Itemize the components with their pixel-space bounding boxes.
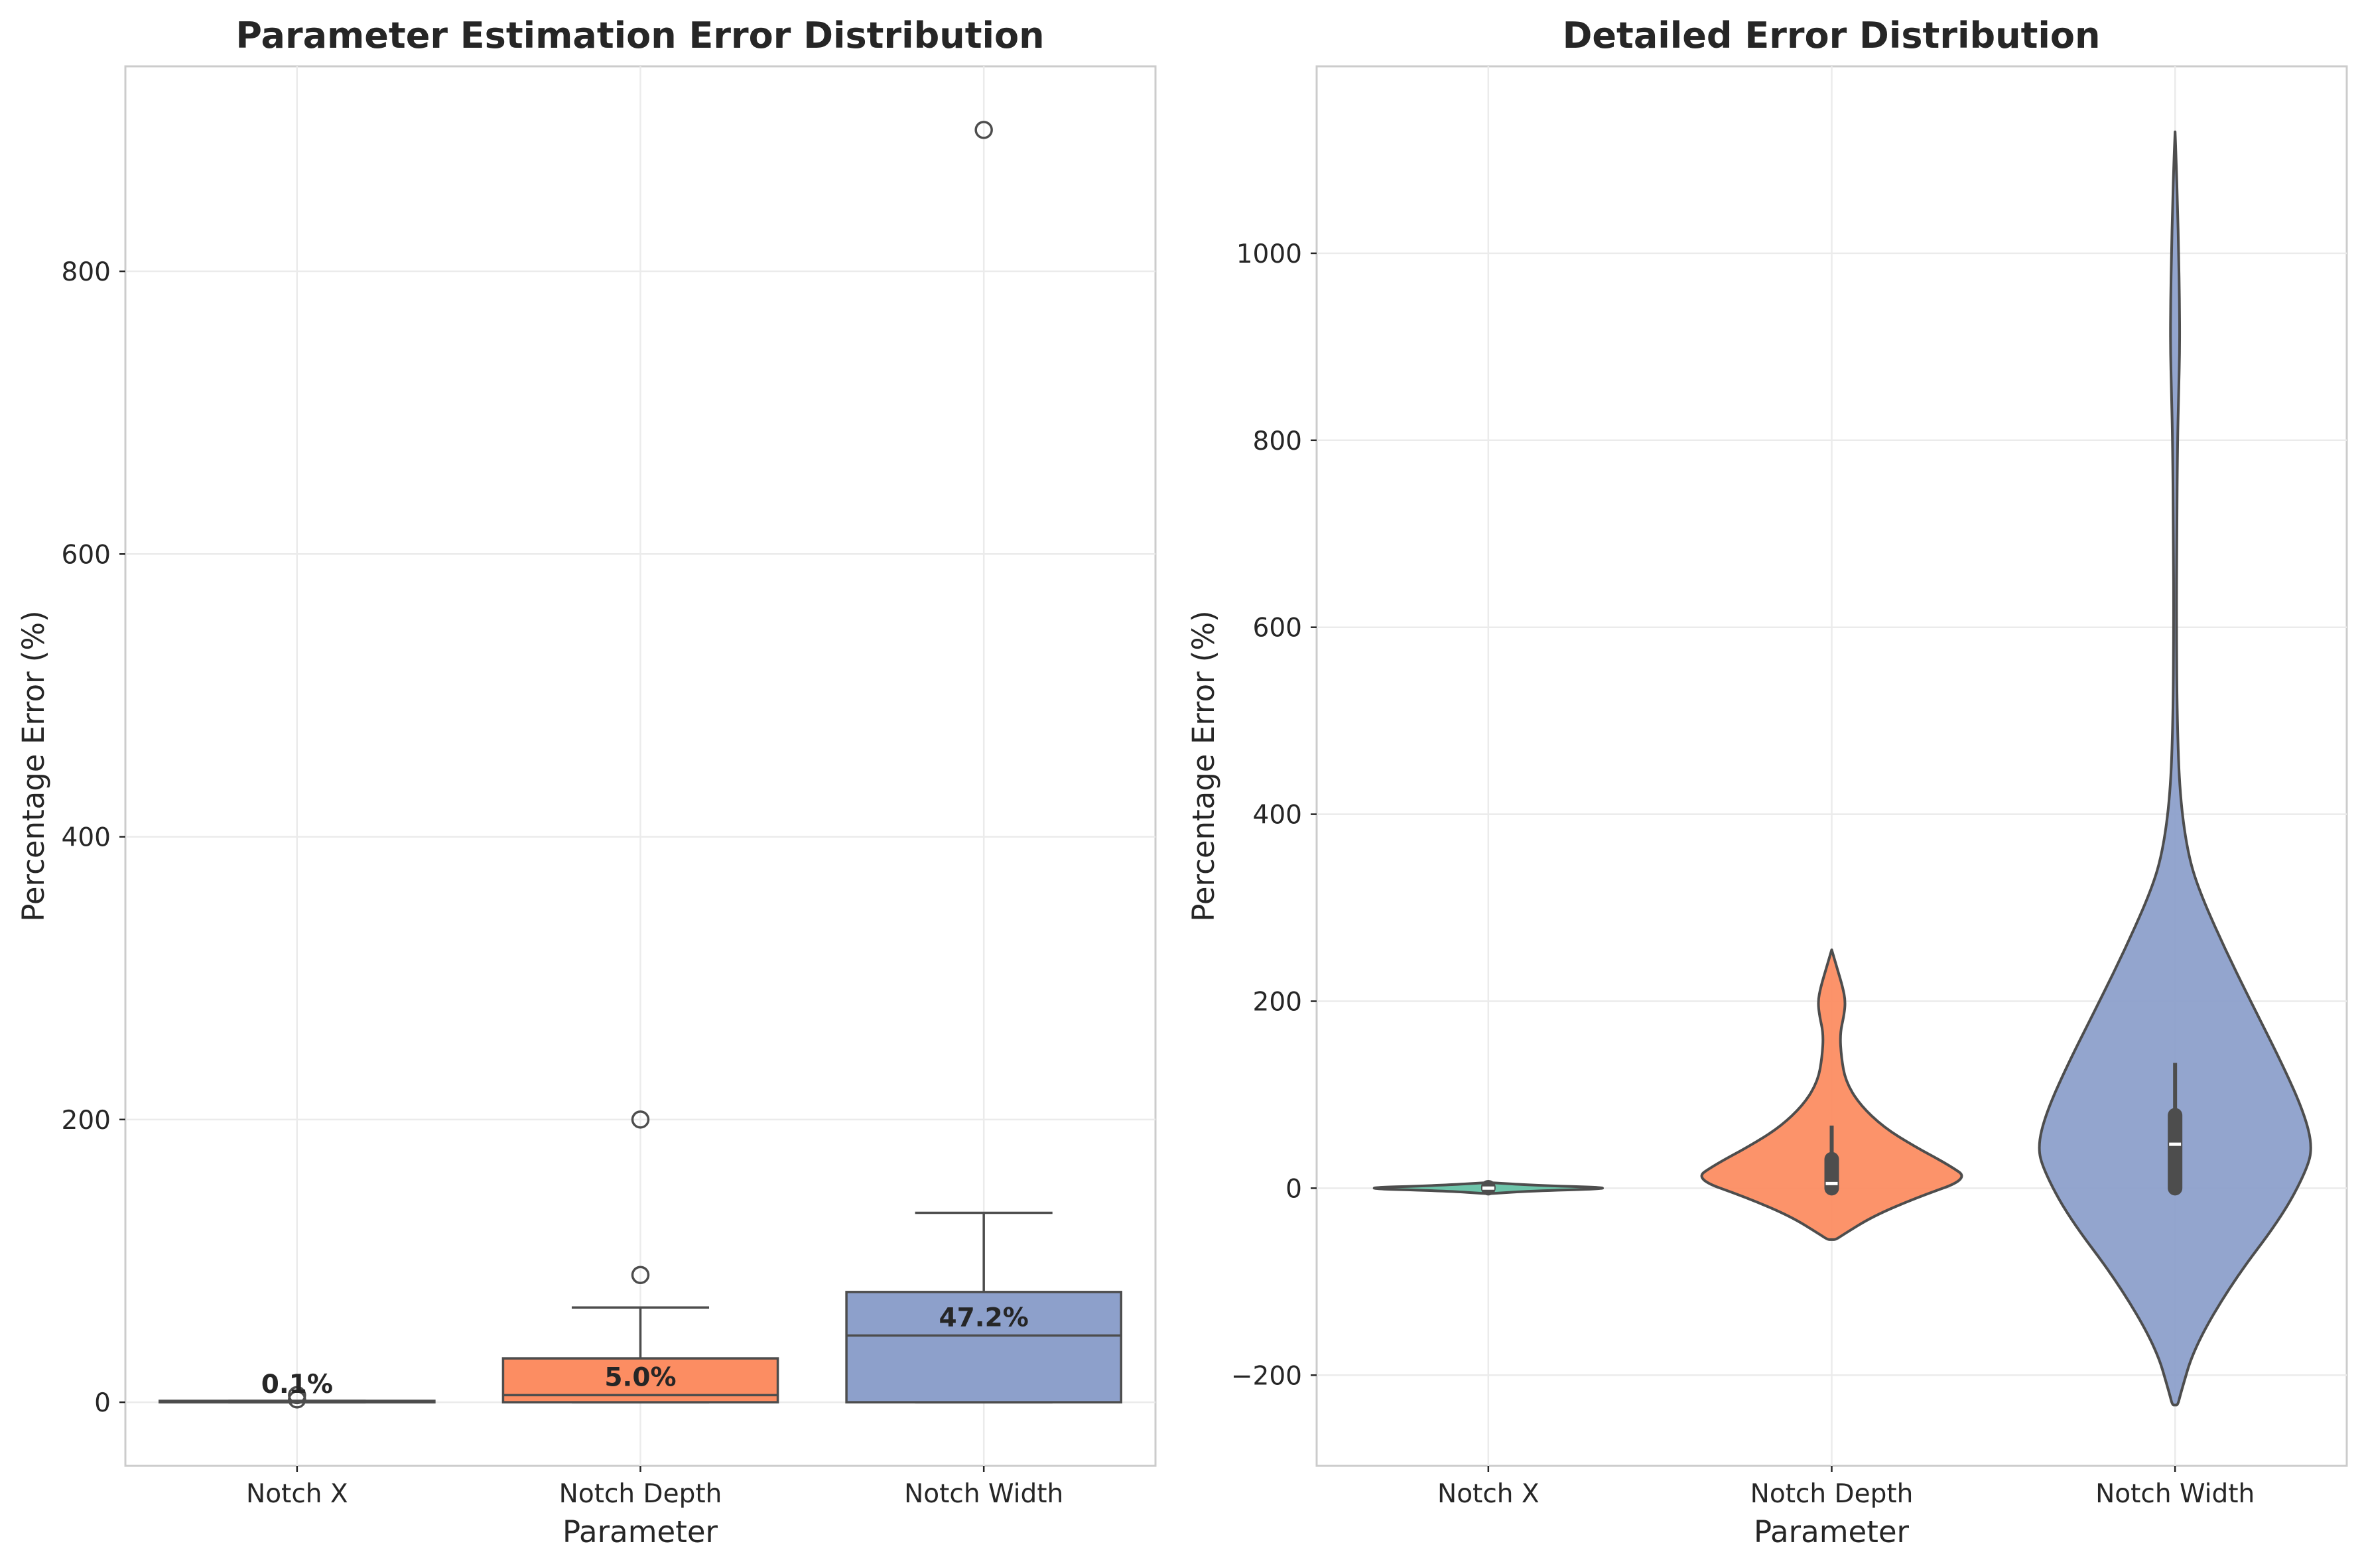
violin-title: Detailed Error Distribution (1563, 15, 2101, 56)
box-notch-depth: 5.0% (501, 1110, 779, 1404)
boxplot-y-tick-label: 600 (62, 540, 111, 570)
boxplot-x-axis-label: Parameter (562, 1514, 718, 1549)
boxplot-marks: 0.1% 5.0% 47.2% (159, 121, 1122, 1409)
violin-panel: −200 0 200 400 600 800 1000 Notch X Notch Depth N… (1186, 15, 2348, 1549)
violin-y-axis-label: Percentage Error (%) (1186, 610, 1221, 921)
violin-body (1700, 948, 1963, 1241)
violin-y-tick-label: −200 (1231, 1361, 1302, 1391)
violin-y-tick-label: 600 (1253, 614, 1302, 643)
median-annotation: 0.1% (261, 1370, 333, 1400)
violin-y-tick-label: 0 (1285, 1174, 1302, 1204)
outlier-point (288, 1386, 306, 1405)
boxplot-title: Parameter Estimation Error Distribution (235, 15, 1044, 56)
boxplot-ticks: 0 200 400 600 800 Notch X Notch Depth Notch Wid… (62, 257, 1064, 1509)
box-notch-x: 0.1% (159, 1370, 436, 1409)
iqr-box (845, 1291, 1122, 1404)
violin-y-tick-label: 800 (1253, 426, 1302, 456)
violin-y-tick-label: 200 (1253, 987, 1302, 1017)
median-annotation: 5.0% (604, 1362, 676, 1392)
box-notch-width: 47.2% (845, 121, 1122, 1404)
violin-marks (1372, 130, 2312, 1407)
boxplot-x-tick-label-notch-depth: Notch Depth (559, 1479, 722, 1509)
violin-ticks: −200 0 200 400 600 800 1000 Notch X Notch Depth N… (1231, 239, 2255, 1509)
violin-y-tick-label: 1000 (1236, 239, 1302, 269)
boxplot-y-axis-label: Percentage Error (%) (16, 610, 51, 921)
violin-x-tick-label-notch-width: Notch Width (2095, 1479, 2255, 1509)
boxplot-y-tick-label: 200 (62, 1106, 111, 1136)
violin-body (2038, 130, 2312, 1407)
median-annotation: 47.2% (939, 1303, 1029, 1333)
boxplot-x-tick-label-notch-x: Notch X (246, 1479, 348, 1509)
boxplot-y-tick-label: 400 (62, 823, 111, 853)
outlier-point (974, 121, 993, 139)
violin-notch-depth (1700, 948, 1963, 1241)
violin-x-tick-label-notch-depth: Notch Depth (1750, 1479, 1914, 1509)
boxplot-y-tick-label: 800 (62, 257, 111, 287)
violin-x-axis-label: Parameter (1754, 1514, 1910, 1549)
violin-y-tick-label: 400 (1253, 801, 1302, 830)
boxplot-x-tick-label-notch-width: Notch Width (904, 1479, 1063, 1509)
violin-x-tick-label-notch-x: Notch X (1437, 1479, 1540, 1509)
boxplot-panel: 0.1% 5.0% 47.2% 0 200 400 600 800 Notch X Notch … (16, 15, 1157, 1549)
outlier-point (631, 1266, 650, 1285)
outlier-point (631, 1110, 650, 1129)
violin-notch-width (2038, 130, 2312, 1407)
violin-notch-x (1372, 1179, 1604, 1196)
boxplot-y-tick-label: 0 (94, 1388, 111, 1418)
